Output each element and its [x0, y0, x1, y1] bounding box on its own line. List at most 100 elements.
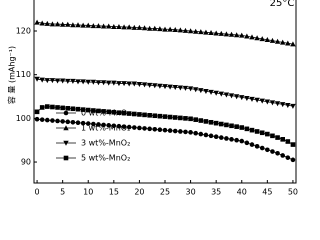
marker — [96, 108, 101, 114]
marker — [254, 129, 260, 134]
marker — [218, 91, 224, 97]
marker — [213, 90, 219, 96]
marker — [254, 97, 260, 103]
marker — [75, 120, 81, 126]
y-tick-label: 90 — [21, 158, 31, 167]
marker — [126, 81, 132, 87]
marker — [193, 117, 199, 122]
marker — [254, 35, 260, 41]
series-line — [37, 78, 293, 107]
marker — [95, 23, 102, 29]
marker — [116, 23, 122, 29]
marker — [70, 78, 76, 84]
marker — [95, 80, 102, 86]
marker — [63, 125, 69, 131]
legend-label: 0 wt%-MnO₂ — [81, 109, 130, 118]
marker — [239, 125, 245, 130]
chart: 25°C 容 量 (mAhg⁻¹) 90 100 110 120 0 5 10 15 20 25 3… — [7, 0, 298, 197]
marker — [39, 117, 45, 122]
marker — [106, 123, 112, 128]
marker — [249, 127, 255, 133]
marker — [239, 138, 245, 144]
y-tick-label: 110 — [16, 70, 31, 79]
marker — [280, 153, 285, 158]
marker — [131, 81, 137, 87]
marker — [121, 81, 127, 87]
marker — [193, 28, 199, 34]
x-tick-label: 50 — [288, 188, 298, 197]
x-tick-label: 25 — [160, 188, 170, 197]
marker — [182, 27, 189, 33]
marker — [224, 136, 229, 141]
marker — [172, 85, 178, 91]
marker — [249, 96, 255, 102]
marker — [269, 100, 276, 106]
marker — [203, 119, 209, 124]
marker — [157, 83, 163, 89]
marker — [285, 40, 291, 46]
marker — [167, 128, 173, 133]
marker — [172, 26, 178, 32]
marker — [223, 31, 230, 37]
marker — [137, 125, 142, 131]
marker — [177, 85, 184, 91]
marker — [65, 106, 71, 111]
marker — [233, 32, 240, 38]
marker — [65, 21, 71, 27]
x-tick-label: 40 — [237, 188, 247, 197]
x-tick-label: 30 — [185, 188, 195, 197]
marker — [45, 117, 50, 123]
marker — [264, 99, 271, 105]
marker — [137, 112, 142, 117]
marker — [34, 109, 40, 115]
marker — [167, 114, 173, 120]
marker — [131, 111, 137, 117]
marker — [208, 30, 214, 36]
marker — [183, 116, 188, 121]
marker — [167, 84, 173, 90]
marker — [208, 133, 214, 139]
legend-label: 3 wt%-MnO₂ — [81, 139, 130, 148]
marker — [131, 24, 137, 30]
marker — [85, 107, 91, 113]
marker — [198, 131, 204, 137]
marker — [208, 89, 214, 95]
marker — [213, 134, 219, 140]
marker — [198, 29, 204, 35]
marker — [234, 124, 239, 129]
marker — [270, 133, 275, 139]
marker — [274, 101, 281, 107]
marker — [182, 85, 189, 91]
marker — [141, 82, 148, 88]
marker — [162, 84, 168, 90]
marker — [116, 110, 122, 115]
marker — [213, 30, 219, 36]
marker — [34, 19, 40, 25]
marker — [70, 119, 76, 125]
marker — [44, 20, 51, 26]
marker — [177, 27, 184, 33]
marker — [111, 109, 117, 115]
marker — [147, 113, 152, 118]
marker — [203, 132, 209, 138]
marker — [188, 130, 193, 135]
marker — [63, 110, 69, 116]
marker — [270, 149, 275, 154]
marker — [50, 104, 55, 110]
marker — [259, 145, 265, 151]
marker — [111, 80, 117, 86]
marker — [157, 113, 163, 119]
marker — [279, 102, 286, 108]
marker — [265, 131, 270, 137]
marker — [75, 22, 81, 28]
marker — [178, 129, 183, 134]
marker — [229, 137, 234, 142]
marker — [121, 124, 127, 129]
marker — [34, 116, 40, 122]
marker — [275, 151, 280, 156]
marker — [85, 121, 91, 126]
marker — [249, 142, 255, 147]
marker — [54, 21, 61, 27]
marker — [285, 102, 291, 108]
marker — [96, 122, 101, 127]
